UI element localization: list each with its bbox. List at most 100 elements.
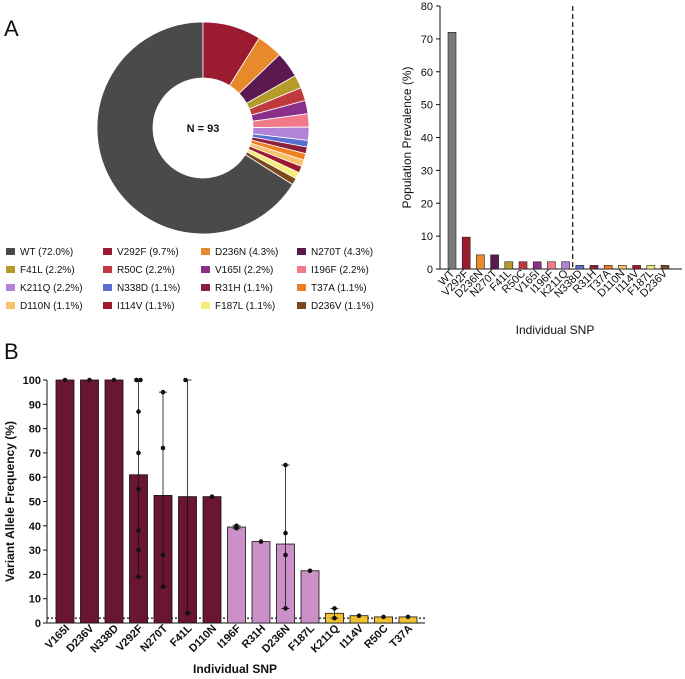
data-point-v292f: [136, 528, 141, 533]
bar-i196f: [227, 526, 246, 624]
data-point-v292f: [136, 487, 141, 492]
vaf-bar-chart: 0102030405060708090100V165ID236VN338DV29…: [3, 375, 425, 676]
x-tick-label-r50c: R50C: [362, 623, 390, 651]
y-tick-label: 10: [29, 594, 41, 606]
bar-d110n: [618, 265, 627, 270]
bar-k211q: [561, 261, 570, 270]
data-point-d236n: [283, 530, 288, 536]
legend-swatch-d110n: [6, 302, 15, 309]
data-point-i114v: [356, 613, 362, 619]
data-point-v292f: [136, 409, 141, 414]
x-tick-label-n270t: N270T: [138, 622, 170, 654]
bar-d236v: [80, 379, 99, 624]
data-point-v292f: [138, 377, 143, 383]
x-tick-label-d236n: D236N: [260, 623, 293, 656]
data-point-n270t: [160, 445, 166, 451]
legend-label-f41l: F41L (2.2%): [20, 265, 75, 276]
bar-f187l: [646, 265, 656, 270]
legend-swatch-n338d: [103, 284, 112, 291]
y-tick-label: 10: [421, 231, 433, 243]
bar-f41l: [504, 261, 514, 270]
y-axis-title: Population Prevalence (%): [400, 66, 414, 208]
data-point-f41l: [183, 377, 188, 383]
legend-label-t37a: T37A (1.1%): [311, 283, 367, 294]
y-tick-label: 50: [29, 497, 41, 509]
legend-label-v165i: V165I (2.2%): [215, 265, 273, 276]
legend-swatch-n270t: [297, 248, 306, 255]
y-tick-label: 60: [421, 67, 433, 79]
data-point-v292f: [134, 377, 139, 383]
data-point-d236n: [283, 606, 288, 611]
legend-swatch-f41l: [6, 266, 15, 273]
data-point-d110n: [209, 494, 215, 499]
y-tick-label: 40: [421, 133, 433, 145]
legend-swatch-k211q: [6, 284, 15, 291]
legend-label-n338d: N338D (1.1%): [117, 283, 180, 294]
legend-label-f187l: F187L (1.1%): [215, 301, 275, 312]
bar-v165i: [55, 379, 75, 624]
data-point-i196f: [234, 523, 239, 529]
legend-label-d110n: D110N (1.1%): [20, 301, 83, 312]
y-tick-label: 20: [29, 569, 41, 581]
legend-swatch-d236v: [297, 302, 306, 309]
data-point-d236v: [87, 377, 92, 383]
data-point-d236n: [283, 462, 288, 468]
y-tick-label: 20: [421, 198, 433, 210]
panel-b-label: B: [4, 339, 19, 364]
legend-swatch-v165i: [201, 266, 210, 273]
data-point-k211q: [332, 606, 337, 611]
legend-label-i196f: I196F (2.2%): [311, 265, 369, 276]
y-tick-label: 100: [23, 375, 41, 387]
bar-d110n: [202, 496, 222, 624]
bar-n270t: [490, 254, 499, 270]
legend-label-d236n: D236N (4.3%): [215, 247, 278, 258]
bar-v292f: [461, 236, 471, 270]
data-point-r50c: [381, 614, 386, 620]
data-point-k211q: [332, 615, 337, 621]
bar-n338d: [575, 265, 585, 270]
y-axis-title: Variant Allele Frequency (%): [3, 421, 17, 582]
legend-swatch-wt: [6, 248, 15, 255]
legend-swatch-d236n: [201, 248, 210, 255]
data-point-f187l: [307, 568, 313, 574]
y-tick-label: 80: [29, 424, 41, 436]
data-point-n270t: [160, 584, 166, 589]
y-tick-label: 40: [29, 521, 41, 533]
y-tick-label: 0: [35, 618, 41, 630]
donut-legend: WT (72.0%) V292F (9.7%) D236N (4.3%) N270T …: [6, 247, 374, 312]
legend-swatch-t37a: [297, 284, 306, 291]
data-point-n270t: [160, 552, 166, 558]
legend-swatch-r50c: [103, 266, 112, 273]
x-tick-label-d110n: D110N: [187, 623, 219, 655]
donut-center-label: N = 93: [187, 123, 220, 135]
y-tick-label: 80: [421, 1, 433, 13]
bar-r50c: [518, 261, 528, 270]
legend-swatch-f187l: [201, 302, 210, 309]
x-tick-label-i196f: I196F: [215, 622, 244, 651]
legend-swatch-r31h: [201, 284, 210, 291]
data-point-v292f: [136, 450, 141, 456]
y-tick-label: 30: [29, 545, 41, 557]
data-point-r31h: [258, 539, 264, 544]
bar-v165i: [532, 261, 542, 270]
x-axis-title: Individual SNP: [516, 323, 595, 337]
legend-label-wt: WT (72.0%): [20, 247, 73, 258]
bar-i114v: [632, 265, 641, 270]
donut-slice-wt: [96, 21, 294, 235]
legend-label-k211q: K211Q (2.2%): [20, 283, 83, 294]
data-point-v165i: [62, 377, 68, 383]
x-tick-label-i114v: I114V: [338, 622, 367, 651]
data-point-n338d: [111, 377, 117, 383]
data-point-v292f: [136, 547, 141, 553]
bar-r31h: [589, 265, 599, 270]
x-axis-title: Individual SNP: [193, 662, 277, 676]
x-tick-label-k211q: K211Q: [309, 622, 342, 655]
bar-t37a: [603, 265, 613, 270]
x-tick-label-n338d: N338D: [88, 623, 121, 656]
legend-swatch-i196f: [297, 266, 306, 273]
bar-n338d: [104, 379, 124, 624]
y-tick-label: 70: [29, 448, 41, 460]
bar-wt: [447, 31, 457, 270]
bar-d236n: [476, 254, 485, 270]
